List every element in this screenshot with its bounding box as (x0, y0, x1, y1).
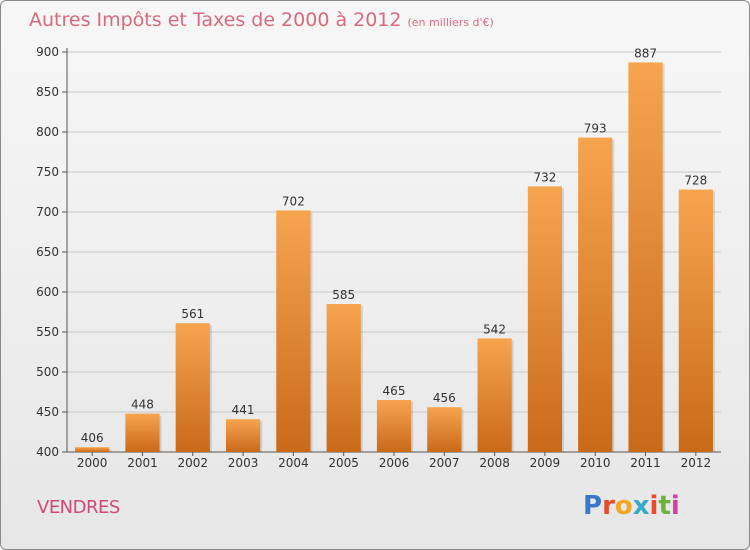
bar-2000 (75, 447, 110, 452)
bar-2003 (225, 419, 261, 452)
proxiti-logo: Proxiti (583, 491, 680, 521)
bar-value-label: 887 (634, 46, 657, 60)
bars (75, 62, 715, 453)
bar-2006 (376, 400, 412, 452)
x-tick-label: 2002 (177, 456, 208, 470)
y-tick-label: 800 (36, 125, 59, 139)
bar-2008 (477, 338, 512, 452)
y-tick-label: 500 (36, 365, 59, 379)
bar-value-label: 465 (383, 384, 406, 398)
bar-2005 (326, 304, 361, 452)
y-tick-label: 450 (36, 405, 59, 419)
y-tick-label: 650 (36, 245, 59, 259)
bar-value-label: 728 (684, 174, 707, 188)
bar-2007 (427, 407, 462, 452)
y-tick-label: 700 (36, 205, 59, 219)
x-tick-label: 2010 (580, 456, 611, 470)
logo-letter: P (583, 491, 603, 521)
logo-letter: x (632, 491, 650, 521)
bar-value-label: 441 (232, 403, 255, 417)
bar-2002 (175, 323, 210, 452)
x-tick-label: 2012 (681, 456, 712, 470)
labels: 400 450 500 550 600 650 700 750 800 850 900 406 2000… (36, 45, 711, 470)
bar-value-label: 542 (483, 322, 506, 336)
x-tick-label: 2009 (530, 456, 561, 470)
bar-2011 (628, 62, 663, 453)
bar-2010 (578, 137, 613, 452)
bar-value-label: 448 (131, 398, 154, 412)
logo-letter: r (602, 491, 615, 521)
x-tick-label: 2003 (228, 456, 259, 470)
bar-value-label: 585 (332, 288, 355, 302)
x-tick-label: 2005 (328, 456, 359, 470)
x-tick-label: 2001 (127, 456, 158, 470)
x-tick-label: 2004 (278, 456, 309, 470)
y-tick-label: 900 (36, 45, 59, 59)
title-text: Autres Impôts et Taxes de 2000 à 2012 (29, 9, 402, 31)
x-tick-label: 2006 (379, 456, 410, 470)
y-tick-label: 750 (36, 165, 59, 179)
x-tick-label: 2011 (630, 456, 661, 470)
bar-value-label: 732 (533, 170, 556, 184)
x-tick-label: 2008 (479, 456, 510, 470)
logo-letter: o (614, 491, 633, 521)
logo-letter: i (670, 491, 680, 521)
unit-label: (en milliers d'€) (407, 16, 494, 29)
bar-value-label: 702 (282, 194, 305, 208)
city-name: VENDRES (37, 497, 120, 518)
x-tick-label: 2007 (429, 456, 460, 470)
y-tick-label: 550 (36, 325, 59, 339)
bar-value-label: 456 (433, 391, 456, 405)
bar-2004 (276, 210, 311, 452)
y-tick-label: 400 (36, 445, 59, 459)
bar-value-label: 561 (181, 307, 204, 321)
bar-2012 (678, 189, 713, 452)
x-tick-label: 2000 (77, 456, 108, 470)
logo-letter: i (649, 491, 659, 521)
y-tick-label: 600 (36, 285, 59, 299)
bar-2009 (527, 186, 563, 452)
bar-2001 (125, 413, 160, 452)
chart-title: Autres Impôts et Taxes de 2000 à 2012 (en… (29, 9, 494, 31)
bar-value-label: 793 (584, 122, 607, 136)
logo-letter: t (658, 491, 671, 521)
y-tick-label: 850 (36, 85, 59, 99)
bar-value-label: 406 (81, 431, 104, 445)
